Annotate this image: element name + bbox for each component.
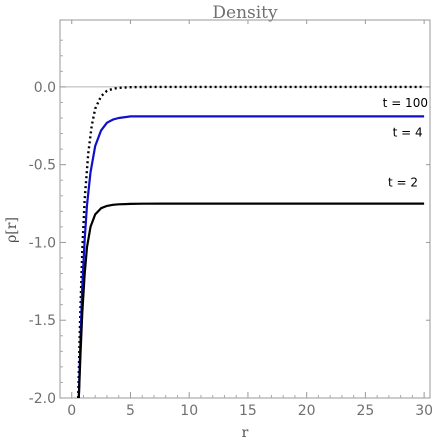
- x-tick-label: 15: [239, 403, 257, 419]
- curve-annotation: t = 2: [388, 175, 418, 189]
- plot-frame: [59, 19, 431, 399]
- x-tick-label: 5: [126, 403, 135, 419]
- series-line-1: [77, 85, 425, 398]
- curve-annotation: t = 100: [383, 96, 428, 110]
- x-tick-label: 10: [180, 403, 198, 419]
- series-line-3: [77, 202, 425, 398]
- y-axis-label: ρ[r]: [4, 217, 20, 243]
- y-tick-label: 0.0: [34, 80, 56, 96]
- series-line-2: [77, 115, 425, 398]
- x-tick-label: 30: [415, 403, 432, 419]
- chart-title: Density: [212, 3, 278, 23]
- y-tick-label: -1.0: [29, 235, 56, 251]
- x-tick-label: 0: [67, 403, 76, 419]
- y-tick-label: -1.5: [29, 313, 56, 329]
- curve-annotation: t = 4: [393, 126, 423, 140]
- y-tick-label: -0.5: [29, 158, 56, 174]
- x-tick-label: 25: [356, 403, 374, 419]
- y-tick-label: -2.0: [29, 391, 56, 407]
- plot-area: 0 5 10 15 20 25 30 0.0 -0.5 -1.0 -1.5 -2.0 t = 100 t …: [29, 19, 432, 419]
- x-axis-label: r: [242, 425, 249, 441]
- x-tick-label: 20: [298, 403, 316, 419]
